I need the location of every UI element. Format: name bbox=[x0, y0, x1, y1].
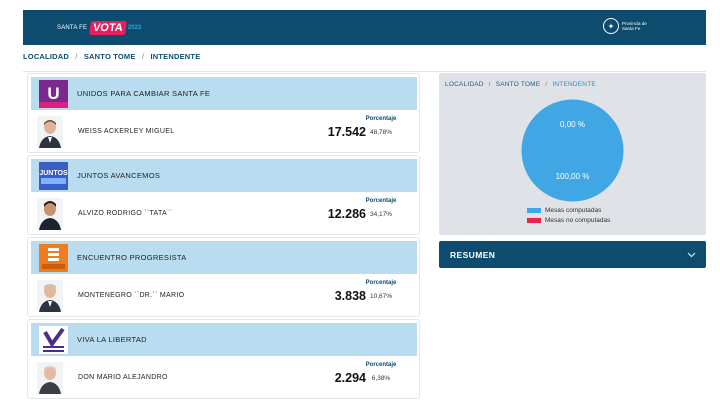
party-logo-icon: U bbox=[39, 79, 68, 108]
mesas-pie-chart: 0,00 % 100,00 % bbox=[521, 99, 624, 202]
party-name: ENCUENTRO PROGRESISTA bbox=[77, 253, 187, 262]
results-list: U UNIDOS PARA CAMBIAR SANTA FE WEISS ACK… bbox=[27, 73, 420, 405]
legend-label: Mesas no computadas bbox=[545, 216, 611, 224]
breadcrumb-separator: / bbox=[545, 81, 548, 88]
resumen-accordion[interactable]: RESUMEN bbox=[439, 241, 706, 268]
mesas-panel: LOCALIDAD / SANTO TOME / INTENDENTE 0,00… bbox=[439, 73, 706, 235]
mesas-breadcrumb-intendente[interactable]: INTENDENTE bbox=[552, 81, 596, 88]
vote-count: 12.286 bbox=[327, 207, 366, 221]
mesas-breadcrumb: LOCALIDAD / SANTO TOME / INTENDENTE bbox=[445, 81, 596, 88]
percentage-value: 48,78% bbox=[369, 129, 393, 136]
vote-count: 2.294 bbox=[334, 371, 366, 385]
result-card[interactable]: VIVA LA LIBERTAD DON MARIO ALEJANDRO 2.2… bbox=[27, 319, 420, 399]
percentage-value: 10,67% bbox=[369, 293, 393, 300]
header-divider bbox=[23, 71, 706, 72]
legend-item-no-computadas: Mesas no computadas bbox=[527, 215, 610, 225]
candidate-avatar bbox=[37, 116, 63, 148]
pie-label-top: 0,00 % bbox=[560, 120, 585, 129]
party-logo-icon bbox=[39, 325, 68, 354]
svg-text:U: U bbox=[47, 84, 59, 103]
mesas-breadcrumb-santo-tome[interactable]: SANTO TOME bbox=[495, 81, 541, 88]
result-card[interactable]: ENCUENTRO PROGRESISTA MONTENEGRO ``DR.``… bbox=[27, 237, 420, 317]
legend-item-computadas: Mesas computadas bbox=[527, 205, 610, 215]
candidate-avatar bbox=[37, 198, 63, 230]
legend-swatch bbox=[527, 207, 541, 213]
mesas-breadcrumb-localidad[interactable]: LOCALIDAD bbox=[445, 81, 484, 88]
party-header: VIVA LA LIBERTAD bbox=[31, 323, 417, 356]
breadcrumb-separator: / bbox=[488, 81, 491, 88]
candidate-name: WEISS ACKERLEY MIGUEL bbox=[78, 128, 175, 135]
party-logo-icon bbox=[39, 243, 68, 272]
percentage-value: 34,17% bbox=[369, 211, 393, 218]
candidate-avatar bbox=[37, 362, 63, 394]
candidate-name: MONTENEGRO ``DR.`` MARIO bbox=[78, 292, 185, 299]
breadcrumb-separator: / bbox=[75, 52, 78, 61]
party-logo-icon: JUNTOS bbox=[39, 161, 68, 190]
brand-vota-text: VOTA bbox=[89, 20, 127, 35]
party-header: ENCUENTRO PROGRESISTA bbox=[31, 241, 417, 274]
legend-label: Mesas computadas bbox=[545, 206, 602, 214]
percentage-label: Porcentaje bbox=[365, 198, 397, 204]
santa-fe-vota-logo[interactable]: SANTA FE VOTA 2023 bbox=[57, 20, 142, 35]
brand-small-text: SANTA FE bbox=[57, 24, 88, 31]
candidate-name: ALVIZO RODRIGO ``TATA`` bbox=[78, 210, 173, 217]
party-header: U UNIDOS PARA CAMBIAR SANTA FE bbox=[31, 77, 417, 110]
candidate-avatar bbox=[37, 280, 63, 312]
resumen-label: RESUMEN bbox=[450, 249, 496, 260]
provincia-text: Provincia de Santa Fe bbox=[622, 21, 647, 31]
vote-count: 17.542 bbox=[327, 125, 366, 139]
pie-slice-computadas bbox=[521, 99, 624, 202]
chevron-down-icon[interactable] bbox=[687, 250, 696, 260]
party-name: UNIDOS PARA CAMBIAR SANTA FE bbox=[77, 89, 211, 98]
party-name: VIVA LA LIBERTAD bbox=[77, 335, 147, 344]
breadcrumb: LOCALIDAD / SANTO TOME / INTENDENTE bbox=[23, 52, 200, 61]
header-bar: SANTA FE VOTA 2023 ✦ Provincia de Santa … bbox=[23, 10, 706, 45]
percentage-value: 6,38% bbox=[371, 375, 391, 382]
legend-swatch bbox=[527, 217, 541, 223]
result-card[interactable]: JUNTOS JUNTOS AVANCEMOS ALVIZO RODRIGO `… bbox=[27, 155, 420, 235]
breadcrumb-intendente[interactable]: INTENDENTE bbox=[150, 52, 201, 61]
result-card[interactable]: U UNIDOS PARA CAMBIAR SANTA FE WEISS ACK… bbox=[27, 73, 420, 153]
candidate-name: DON MARIO ALEJANDRO bbox=[78, 374, 168, 381]
pie-label-bottom: 100,00 % bbox=[556, 172, 590, 181]
party-header: JUNTOS JUNTOS AVANCEMOS bbox=[31, 159, 417, 192]
vote-count: 3.838 bbox=[334, 289, 366, 303]
percentage-label: Porcentaje bbox=[365, 362, 397, 368]
provincia-logo[interactable]: ✦ Provincia de Santa Fe bbox=[603, 18, 650, 34]
provincia-seal-icon: ✦ bbox=[603, 18, 619, 34]
breadcrumb-localidad[interactable]: LOCALIDAD bbox=[23, 52, 69, 61]
percentage-label: Porcentaje bbox=[365, 280, 397, 286]
svg-text:JUNTOS: JUNTOS bbox=[39, 170, 68, 177]
percentage-label: Porcentaje bbox=[365, 116, 397, 122]
breadcrumb-santo-tome[interactable]: SANTO TOME bbox=[83, 52, 136, 61]
pie-legend: Mesas computadas Mesas no computadas bbox=[527, 205, 610, 225]
brand-year-text: 2023 bbox=[127, 24, 142, 31]
breadcrumb-separator: / bbox=[141, 52, 145, 61]
party-name: JUNTOS AVANCEMOS bbox=[77, 171, 161, 180]
